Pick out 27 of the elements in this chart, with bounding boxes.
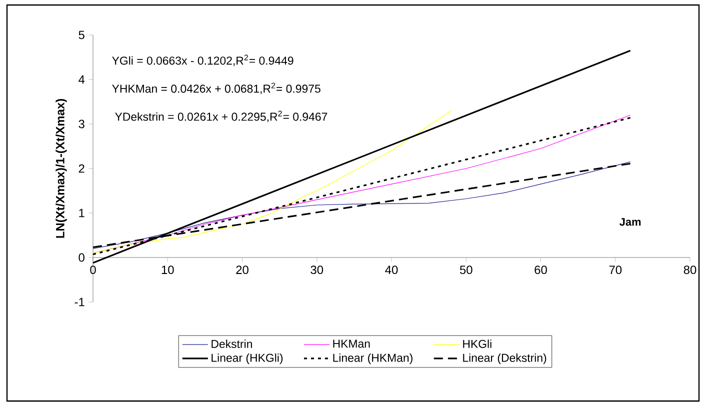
x-tick-label: 70 — [609, 266, 622, 274]
x-tick-label: 60 — [534, 266, 547, 274]
x-axis-title: Jam — [620, 218, 641, 226]
x-tick-label: 50 — [460, 266, 472, 274]
legend-label: Dekstrin — [212, 340, 252, 348]
y-tick-label: 3 — [78, 120, 84, 128]
legend-label: Linear (HKMan) — [333, 353, 412, 364]
legend-label: Linear (Dekstrin) — [463, 353, 546, 364]
y-tick-label: -1 — [74, 298, 84, 306]
y-tick-label: 5 — [78, 30, 84, 40]
x-tick-label: 0 — [90, 266, 96, 274]
y-tick-label: 2 — [78, 164, 84, 173]
x-tick-label: 30 — [310, 266, 324, 274]
legend-label: HKMan — [333, 340, 370, 348]
x-tick-label: 40 — [385, 266, 398, 274]
annotation: YGli = 0.0663x - 0.1202,R$^{2}$= 0.9449 — [112, 54, 294, 66]
x-tick-label: 10 — [162, 266, 174, 274]
y-tick-label: 1 — [79, 208, 84, 218]
y-axis-title: LN(Xt/Xmax)/1-(Xt/Xmax) — [56, 99, 67, 238]
legend-label: Linear (HKGli) — [212, 353, 283, 364]
x-tick-label: 20 — [236, 266, 248, 274]
y-tick-label: 0 — [78, 253, 84, 262]
annotation: YDekstrin = 0.0261x + 0.2295,R$^{2}$= 0.9467 — [115, 110, 328, 122]
y-tick-label: 4 — [78, 75, 85, 84]
annotation: YHKMan = 0.0426x + 0.0681,R$^{2}$= 0.9975 — [112, 82, 320, 94]
x-tick-label: 80 — [684, 266, 696, 274]
legend-label: HKGli — [463, 340, 492, 348]
